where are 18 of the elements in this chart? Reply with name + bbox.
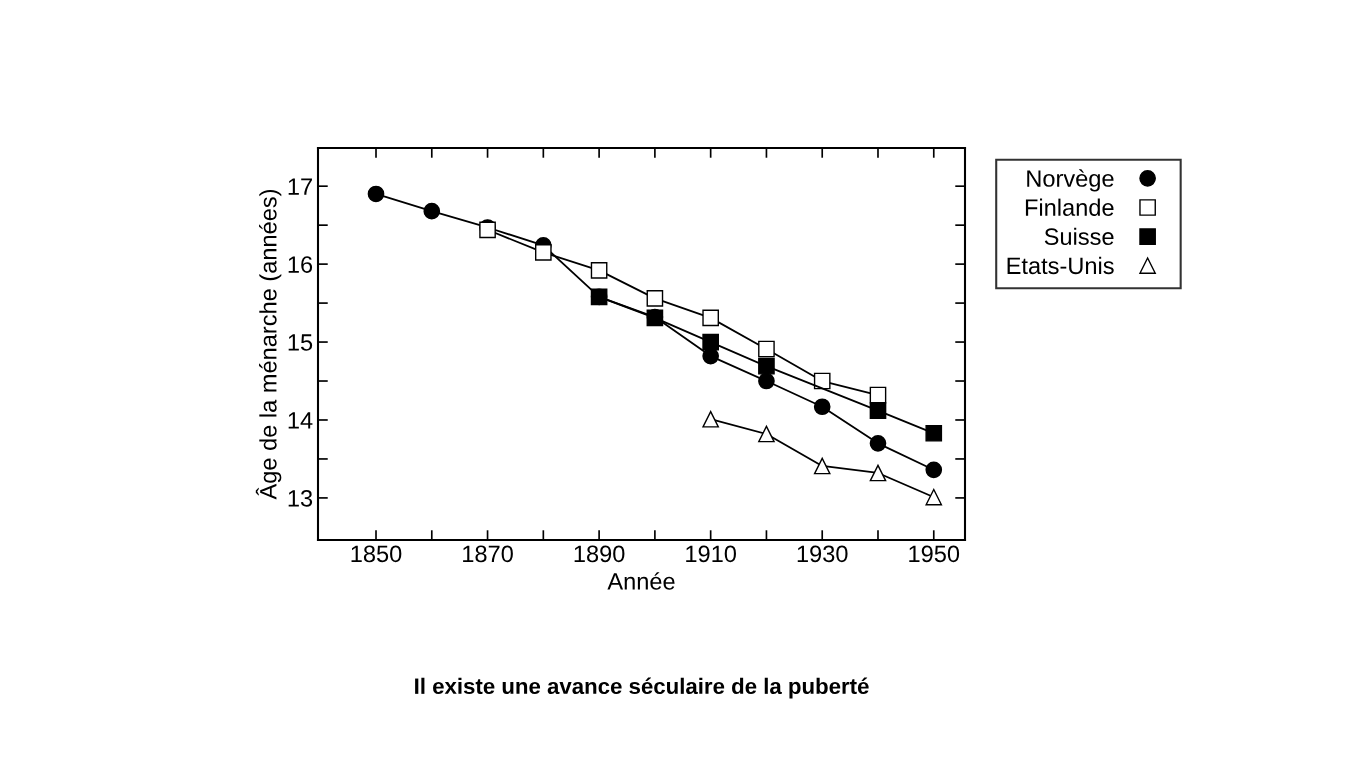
legend-label: Finlande bbox=[1025, 198, 1114, 216]
x-axis-title: Année bbox=[607, 572, 675, 590]
y-tick-label: 17 bbox=[288, 178, 312, 195]
legend-label: Etats-Unis bbox=[1007, 256, 1114, 275]
y-tick-label: 15 bbox=[288, 334, 313, 351]
text: Il existe une avance séculaire de la puberté bbox=[415, 677, 869, 699]
x-tick-label: 1950 bbox=[909, 545, 960, 563]
x-tick-label: 1870 bbox=[463, 545, 513, 563]
x-tick-label: 1850 bbox=[351, 545, 402, 563]
x-tick-label: 1930 bbox=[797, 545, 848, 563]
y-axis-title: Âge de la ménarche (années) bbox=[255, 189, 282, 500]
y-tick-label: 16 bbox=[288, 256, 313, 273]
x-tick-label: 1910 bbox=[686, 545, 736, 563]
legend-label: Norvège bbox=[1027, 169, 1114, 192]
legend-label: Suisse bbox=[1044, 227, 1114, 246]
x-tick-label: 1890 bbox=[574, 545, 625, 563]
y-tick-label: 13 bbox=[288, 489, 313, 507]
y-tick-label: 14 bbox=[288, 412, 313, 429]
